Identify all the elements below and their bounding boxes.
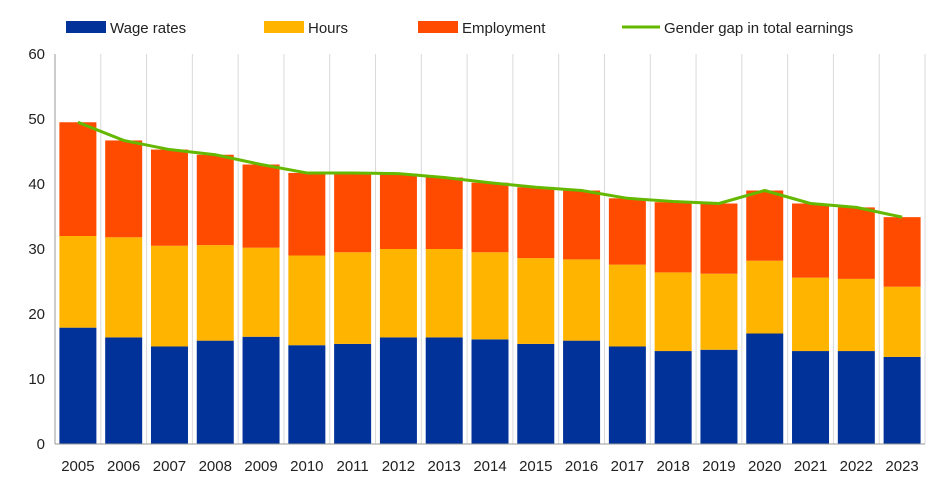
bar-employment-2005 (59, 122, 97, 236)
bar-wage-rates-2006 (105, 337, 143, 444)
bar-wage-rates-2007 (150, 346, 188, 444)
bar-employment-2013 (425, 177, 463, 249)
bar-employment-2019 (700, 203, 738, 274)
bar-wage-rates-2021 (792, 351, 830, 444)
bar-hours-2013 (425, 249, 463, 338)
bar-employment-2011 (334, 172, 372, 253)
bar-employment-2022 (837, 207, 875, 279)
bar-hours-2023 (883, 286, 921, 357)
bar-employment-2009 (242, 164, 280, 248)
bar-hours-2017 (608, 264, 646, 347)
legend-label-employment: Employment (462, 20, 546, 37)
bar-wage-rates-2011 (334, 343, 372, 444)
line-gender-gap-in-total-earnings (77, 120, 903, 219)
x-tick-label: 2018 (656, 458, 689, 475)
y-tick-label: 10 (28, 371, 45, 388)
bar-hours-2018 (654, 272, 692, 352)
x-tick-label: 2009 (244, 458, 277, 475)
x-tick-label: 2015 (519, 458, 552, 475)
bar-wage-rates-2023 (883, 356, 921, 444)
bar-employment-2010 (288, 172, 326, 256)
bar-hours-2012 (379, 249, 417, 338)
bar-wage-rates-2014 (471, 339, 509, 444)
bar-hours-2022 (837, 278, 875, 352)
y-tick-label: 30 (28, 241, 45, 258)
x-tick-label: 2012 (382, 458, 415, 475)
bar-employment-2006 (105, 140, 143, 238)
y-tick-label: 50 (28, 111, 45, 128)
x-tick-label: 2023 (885, 458, 918, 475)
bar-employment-2017 (608, 198, 646, 265)
bar-employment-2007 (150, 149, 188, 246)
bar-hours-2015 (517, 258, 555, 344)
x-tick-label: 2016 (565, 458, 598, 475)
bar-hours-2014 (471, 252, 509, 340)
line-series (77, 120, 903, 219)
x-tick-label: 2013 (428, 458, 461, 475)
y-tick-label: 60 (28, 46, 45, 63)
bar-wage-rates-2019 (700, 349, 738, 444)
bar-employment-2008 (196, 154, 234, 246)
x-tick-label: 2022 (840, 458, 873, 475)
x-tick-label: 2010 (290, 458, 323, 475)
y-tick-label: 20 (28, 306, 45, 323)
legend: Wage rates Hours Employment Gender gap in t… (66, 20, 853, 37)
bar-wage-rates-2005 (59, 327, 97, 444)
bar-wage-rates-2022 (837, 351, 875, 444)
bar-employment-2016 (563, 190, 601, 260)
legend-label-wage-rates: Wage rates (110, 20, 186, 37)
x-tick-label: 2005 (61, 458, 94, 475)
bar-employment-2014 (471, 182, 509, 253)
bar-hours-2009 (242, 247, 280, 337)
x-tick-label: 2006 (107, 458, 140, 475)
bar-wage-rates-2020 (746, 333, 784, 444)
bar-employment-2015 (517, 187, 555, 259)
bar-hours-2019 (700, 273, 738, 350)
bar-wage-rates-2010 (288, 345, 326, 444)
bar-hours-2008 (196, 245, 234, 341)
legend-swatch-employment (418, 21, 458, 33)
bar-hours-2010 (288, 255, 326, 346)
x-tick-label: 2021 (794, 458, 827, 475)
bar-wage-rates-2015 (517, 343, 555, 444)
x-tick-label: 2019 (702, 458, 735, 475)
legend-swatch-wage-rates (66, 21, 106, 33)
bar-employment-2020 (746, 190, 784, 261)
bar-wage-rates-2012 (379, 337, 417, 444)
bar-employment-2023 (883, 217, 921, 287)
bar-employment-2021 (792, 203, 830, 278)
bar-hours-2016 (563, 259, 601, 341)
grid (54, 54, 926, 444)
bar-hours-2021 (792, 277, 830, 352)
x-tick-label: 2017 (611, 458, 644, 475)
axes: 0 10 20 30 40 50 60 2005 2006 2007 2008 2009 2010 201… (28, 46, 925, 475)
bar-wage-rates-2016 (563, 340, 601, 444)
bar-hours-2007 (150, 245, 188, 347)
y-tick-label: 0 (37, 436, 45, 453)
bar-wage-rates-2017 (608, 346, 646, 444)
x-tick-label: 2007 (153, 458, 186, 475)
bar-hours-2005 (59, 236, 97, 328)
bar-wage-rates-2008 (196, 340, 234, 444)
bar-hours-2006 (105, 237, 143, 338)
x-tick-label: 2014 (473, 458, 506, 475)
bar-wage-rates-2018 (654, 351, 692, 444)
bar-employment-2018 (654, 202, 692, 273)
bar-wage-rates-2013 (425, 337, 463, 444)
bars (59, 122, 921, 444)
x-tick-label: 2020 (748, 458, 781, 475)
bar-hours-2011 (334, 252, 372, 344)
y-tick-label: 40 (28, 176, 45, 193)
bar-employment-2012 (379, 173, 417, 249)
x-tick-label: 2008 (199, 458, 232, 475)
legend-swatch-hours (264, 21, 304, 33)
legend-label-hours: Hours (308, 20, 348, 37)
bar-wage-rates-2009 (242, 336, 280, 444)
bar-hours-2020 (746, 260, 784, 334)
x-tick-label: 2011 (336, 458, 368, 475)
legend-label-gender-gap-in-total-earnings: Gender gap in total earnings (664, 20, 853, 37)
